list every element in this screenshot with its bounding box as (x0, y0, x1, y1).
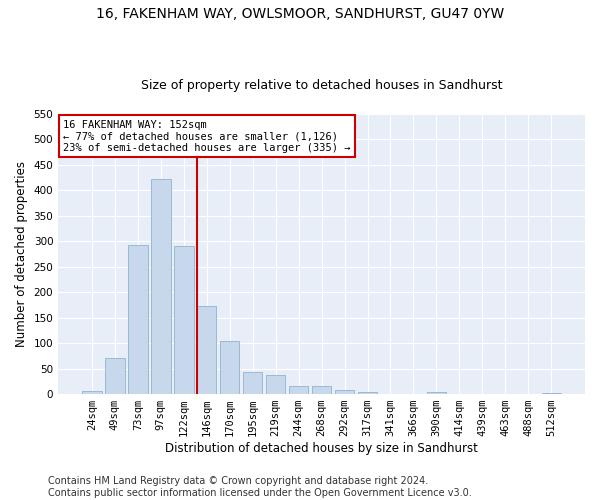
Bar (243, 372, 262, 394)
Bar (128, 245, 148, 394)
Bar (220, 341, 239, 394)
Bar (82, 390, 101, 394)
Bar (151, 179, 170, 394)
Text: 16, FAKENHAM WAY, OWLSMOOR, SANDHURST, GU47 0YW: 16, FAKENHAM WAY, OWLSMOOR, SANDHURST, G… (96, 8, 504, 22)
Bar (266, 374, 286, 394)
Bar (105, 358, 125, 394)
Bar (174, 246, 194, 394)
X-axis label: Distribution of detached houses by size in Sandhurst: Distribution of detached houses by size … (165, 442, 478, 455)
Bar (289, 386, 308, 394)
Y-axis label: Number of detached properties: Number of detached properties (15, 161, 28, 347)
Bar (197, 306, 217, 394)
Text: Contains HM Land Registry data © Crown copyright and database right 2024.
Contai: Contains HM Land Registry data © Crown c… (48, 476, 472, 498)
Bar (427, 392, 446, 394)
Text: 16 FAKENHAM WAY: 152sqm
← 77% of detached houses are smaller (1,126)
23% of semi: 16 FAKENHAM WAY: 152sqm ← 77% of detache… (64, 120, 351, 153)
Bar (358, 392, 377, 394)
Title: Size of property relative to detached houses in Sandhurst: Size of property relative to detached ho… (141, 79, 502, 92)
Bar (312, 386, 331, 394)
Bar (335, 390, 355, 394)
Bar (542, 393, 561, 394)
